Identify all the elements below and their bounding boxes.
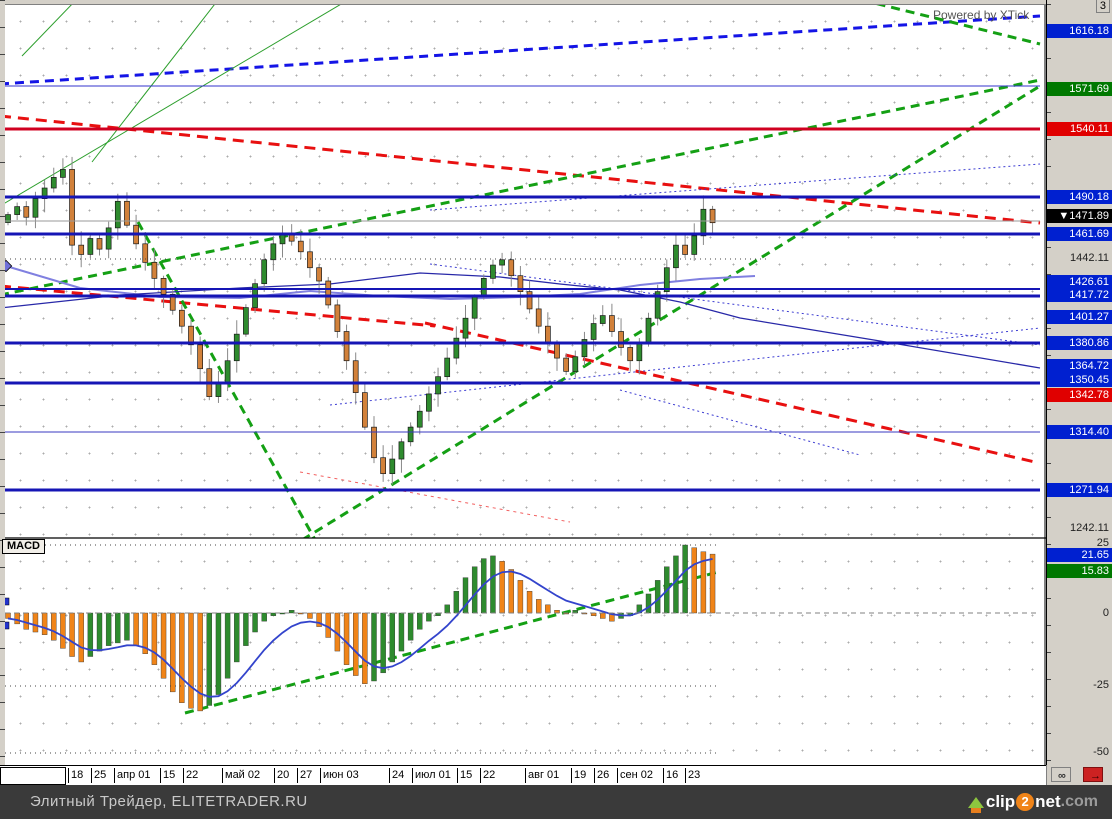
time-tick-label: 25	[94, 769, 107, 781]
time-tick-label: 23	[688, 769, 701, 781]
price-level-label: 1417.72	[1047, 288, 1112, 302]
price-level-label: 1271.94	[1047, 483, 1112, 497]
price-level-label: 1342.78	[1047, 388, 1112, 402]
time-tick	[160, 768, 161, 783]
price-macd-chart[interactable]	[0, 0, 1046, 765]
logo-text-2: 2	[1016, 793, 1035, 811]
time-tick-label: 15	[163, 769, 176, 781]
time-tick	[389, 768, 390, 783]
time-tick-label: 22	[483, 769, 496, 781]
time-tick	[297, 768, 298, 783]
price-level-label: 1350.45	[1047, 373, 1112, 387]
chart-canvas[interactable]: MACD Powered by XTick	[0, 0, 1046, 765]
footer-bar: Элитный Трейдер, ELITETRADER.RU clip 2 n…	[0, 785, 1112, 819]
price-level-label: 25	[1096, 537, 1109, 549]
time-tick	[114, 768, 115, 783]
axis-corner-label: 3	[1095, 0, 1110, 13]
price-axis: 3 1616.18 1571.69 1540.11 1490.18 ▼1471.89 14…	[1046, 0, 1112, 765]
time-tick-label: 20	[277, 769, 290, 781]
time-tick-label: июн 03	[323, 769, 359, 781]
time-tick-label: 18	[71, 769, 84, 781]
time-tick	[594, 768, 595, 783]
logo-text-clip: clip	[985, 792, 1016, 811]
price-level-label: -50	[1093, 746, 1109, 758]
time-tick	[91, 768, 92, 783]
clip2net-arrow-icon	[967, 796, 984, 813]
time-tick	[412, 768, 413, 783]
time-tick	[183, 768, 184, 783]
left-scale-ticks	[0, 0, 5, 765]
chart-top-border	[0, 0, 1046, 5]
time-tick	[617, 768, 618, 783]
time-tick-label: авг 01	[528, 769, 560, 781]
time-tick-label: 15	[460, 769, 473, 781]
price-level-label: -25	[1093, 679, 1109, 691]
time-tick	[571, 768, 572, 783]
time-tick-label: апр 01	[117, 769, 151, 781]
time-tick-label: 24	[392, 769, 405, 781]
price-level-label: 1442.11	[1070, 252, 1109, 264]
price-level-label: 15.83	[1047, 564, 1112, 578]
time-axis-blank-box	[0, 767, 66, 785]
price-level-label: 1242.11	[1070, 522, 1109, 534]
time-tick	[480, 768, 481, 783]
powered-by-watermark: Powered by XTick	[933, 8, 1030, 22]
price-level-label: 0	[1102, 607, 1109, 619]
price-level-label: 1616.18	[1047, 24, 1112, 38]
time-tick	[68, 768, 69, 783]
time-tick	[320, 768, 321, 783]
price-level-label: 1426.61	[1047, 275, 1112, 289]
logo-text-net: net	[1035, 792, 1061, 811]
price-level-label: 1490.18	[1047, 190, 1112, 204]
price-level-label: 1380.86	[1047, 336, 1112, 350]
macd-panel-label: MACD	[2, 539, 45, 554]
time-tick-label: 27	[300, 769, 313, 781]
time-tick	[274, 768, 275, 783]
price-level-label: 1540.11	[1047, 122, 1112, 136]
logo-text-com: .com	[1060, 793, 1098, 810]
goto-end-icon-button[interactable]: →	[1083, 767, 1103, 782]
bottom-right-toolbar: ∞ →	[1046, 765, 1112, 785]
time-tick-label: 26	[597, 769, 610, 781]
time-tick-label: 19	[574, 769, 587, 781]
time-tick-label: сен 02	[620, 769, 653, 781]
clip2net-logo: clip 2 net .com	[967, 790, 1098, 814]
price-level-label: 21.65	[1047, 548, 1112, 562]
price-level-label: 1314.40	[1047, 425, 1112, 439]
time-tick-label: 22	[186, 769, 199, 781]
price-level-label: 1364.72	[1047, 359, 1112, 373]
time-tick	[457, 768, 458, 783]
price-level-label: 1571.69	[1047, 82, 1112, 96]
link-icon-button[interactable]: ∞	[1051, 767, 1071, 782]
time-tick	[222, 768, 223, 783]
price-level-label: 1401.27	[1047, 310, 1112, 324]
time-tick	[663, 768, 664, 783]
time-tick	[525, 768, 526, 783]
time-tick-label: май 02	[225, 769, 261, 781]
time-tick-label: 16	[666, 769, 679, 781]
current-price-label: ▼1471.89	[1047, 209, 1112, 223]
site-watermark: Элитный Трейдер, ELITETRADER.RU	[30, 793, 308, 810]
time-tick	[685, 768, 686, 783]
time-tick-label: июл 01	[415, 769, 451, 781]
time-axis: 18 25 апр 01 15 22 май 02 20 27 июн 03 24 июл 01 15…	[0, 765, 1046, 786]
price-level-label: 1461.69	[1047, 227, 1112, 241]
